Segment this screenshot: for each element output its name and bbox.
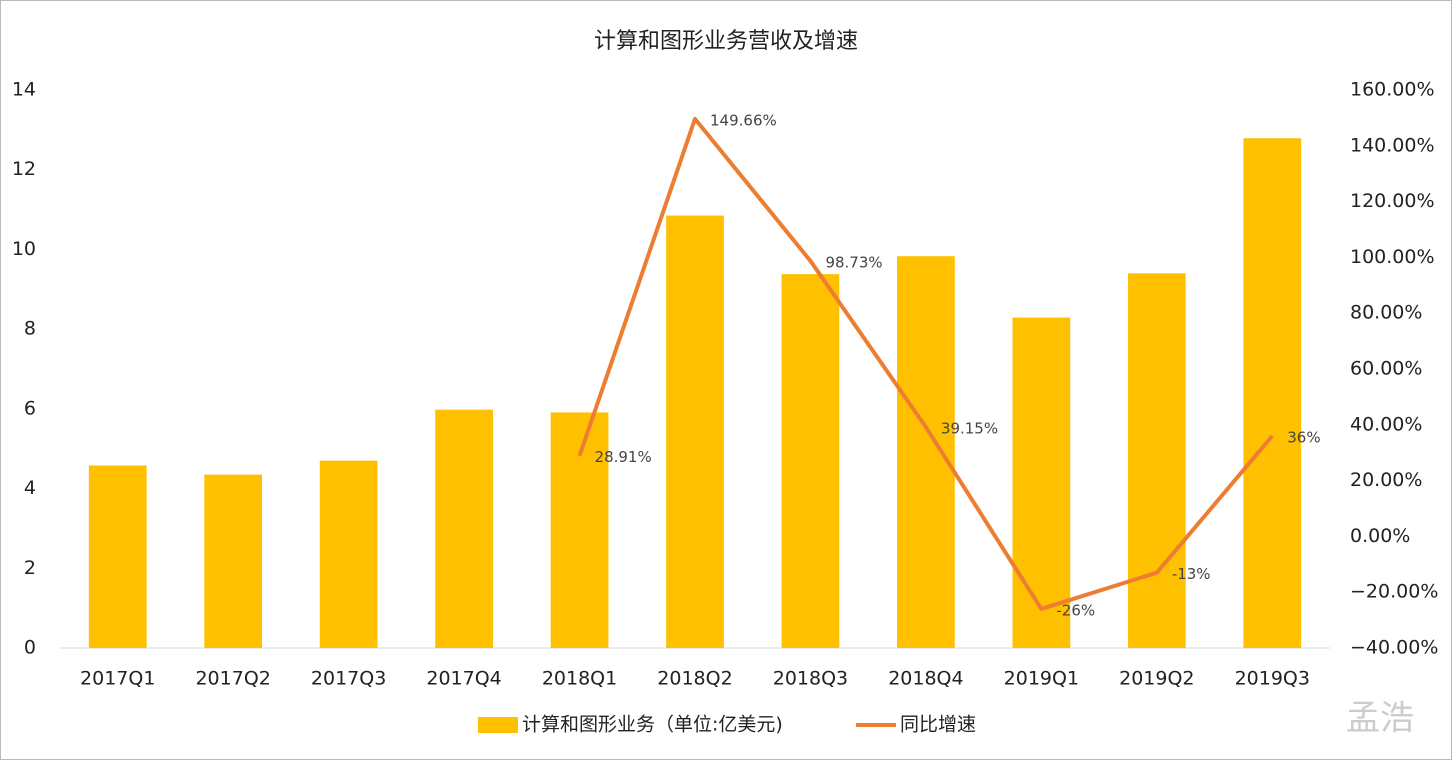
x-tick-label: 2018Q1: [542, 668, 617, 690]
x-tick-label: 2017Q2: [195, 668, 270, 690]
y2-tick-label: 140.00%: [1350, 134, 1435, 156]
x-tick-label: 2017Q1: [80, 668, 155, 690]
data-label: -26%: [1056, 601, 1095, 619]
legend-swatch: [478, 717, 518, 733]
data-label: 39.15%: [941, 420, 998, 438]
y-tick-label: 12: [12, 158, 36, 180]
y-tick-label: 6: [24, 397, 36, 419]
y2-tick-label: 100.00%: [1350, 246, 1435, 268]
bar: [88, 465, 147, 648]
x-tick-label: 2018Q2: [657, 668, 732, 690]
bar: [204, 474, 263, 648]
y2-tick-label: −40.00%: [1350, 637, 1438, 659]
x-tick-label: 2019Q2: [1119, 668, 1194, 690]
bar: [435, 409, 493, 648]
y2-tick-label: 60.00%: [1350, 358, 1422, 380]
y-tick-label: 0: [24, 637, 36, 659]
bar: [1127, 273, 1186, 648]
bar: [1012, 317, 1071, 648]
legend-label: 计算和图形业务（单位:亿美元): [522, 714, 783, 736]
y-tick-label: 8: [24, 318, 36, 340]
y2-tick-label: 40.00%: [1350, 413, 1422, 435]
x-tick-label: 2019Q3: [1235, 668, 1310, 690]
data-label: 149.66%: [710, 111, 777, 129]
y2-tick-label: 160.00%: [1350, 79, 1435, 101]
bar: [781, 274, 840, 648]
legend-label: 同比增速: [900, 714, 976, 736]
watermark: 孟浩: [1346, 699, 1414, 739]
y2-tick-label: 0.00%: [1350, 525, 1410, 547]
y-tick-label: 4: [24, 477, 36, 499]
bar: [319, 460, 378, 648]
bar: [666, 215, 724, 649]
y-tick-label: 10: [12, 238, 36, 260]
line: [577, 116, 1274, 611]
x-tick-label: 2018Q4: [888, 668, 963, 690]
y2-tick-label: −20.00%: [1350, 581, 1438, 603]
y2-tick-label: 120.00%: [1350, 190, 1435, 212]
x-tick-label: 2017Q3: [311, 668, 386, 690]
x-tick-label: 2019Q1: [1004, 668, 1079, 690]
data-label: 98.73%: [825, 253, 882, 271]
data-label: 28.91%: [595, 448, 652, 466]
data-label: 36%: [1287, 428, 1320, 446]
y2-tick-label: 80.00%: [1350, 302, 1422, 324]
chart-title: 计算和图形业务营收及增速: [594, 29, 858, 54]
bar: [1243, 138, 1302, 648]
y2-tick-label: 20.00%: [1350, 469, 1422, 491]
x-tick-label: 2018Q3: [773, 668, 848, 690]
data-label: -13%: [1172, 565, 1211, 583]
y-tick-label: 2: [24, 557, 36, 579]
bar: [897, 256, 955, 648]
x-tick-label: 2017Q4: [426, 668, 501, 690]
y-tick-label: 14: [12, 79, 36, 101]
